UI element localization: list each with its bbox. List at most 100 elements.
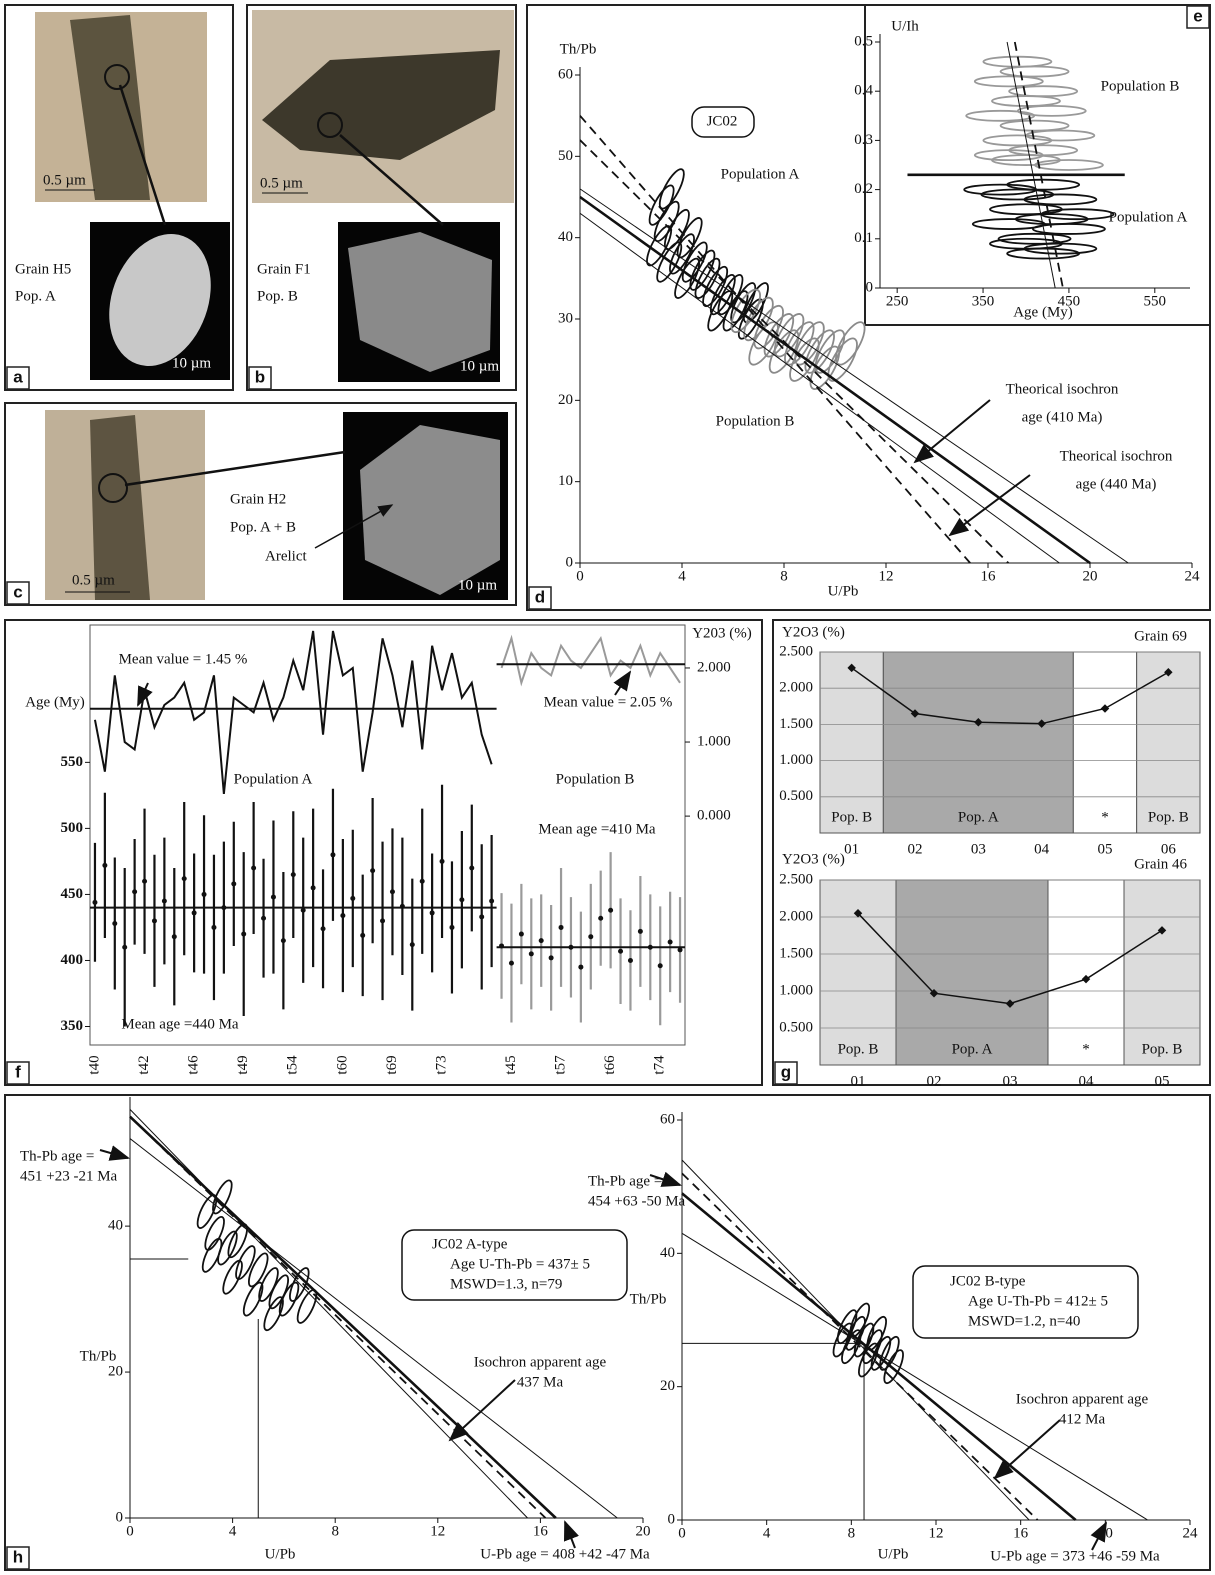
scale-label: 0.5 µm xyxy=(72,572,115,588)
x-tick-label: 250 xyxy=(886,293,909,309)
scale-label: 10 µm xyxy=(460,358,499,374)
region xyxy=(882,651,1074,834)
ellipse-mark xyxy=(212,1179,233,1215)
y-tick-label: 2.000 xyxy=(779,680,813,696)
age-point xyxy=(627,957,633,963)
micrographs xyxy=(35,10,514,600)
mean-label: Mean value = 2.05 % xyxy=(544,694,673,710)
age-point xyxy=(489,898,495,904)
annotation: Age U-Th-Pb = 437± 5 xyxy=(450,1256,590,1272)
grain-label: Grain F1 xyxy=(257,261,311,277)
y-tick-label: 1.500 xyxy=(779,716,813,732)
y2o3-line xyxy=(851,667,1169,725)
y-tick-label: 60 xyxy=(558,66,573,82)
y2-axis-label: Y203 (%) xyxy=(692,625,752,641)
age-point xyxy=(300,907,306,913)
y-tick-label: 1.500 xyxy=(779,945,813,961)
y-tick-label: 0.2 xyxy=(854,181,873,197)
isochron xyxy=(681,1192,1077,1522)
ellipse-mark xyxy=(204,1216,225,1251)
scale-label: 0.5 µm xyxy=(260,175,303,191)
ellipse-mark xyxy=(689,249,716,291)
ellipse-mark xyxy=(222,1259,243,1295)
age-point xyxy=(518,931,524,937)
chart-title: Grain 46 xyxy=(1134,856,1187,872)
relict-label: Arelict xyxy=(265,548,307,564)
y-axis-label: Y2O3 (%) xyxy=(782,851,845,867)
x-tick-label: 04 xyxy=(1034,841,1050,857)
x-axis-label: Age (My) xyxy=(1013,304,1073,320)
x-tick-label: 4 xyxy=(763,1525,771,1541)
isochron xyxy=(129,1138,618,1519)
x-tick-label: t54 xyxy=(285,1055,301,1075)
ellipse-mark xyxy=(973,75,1044,88)
y-tick-label: 0 xyxy=(866,279,874,295)
x-tick-label: 12 xyxy=(879,568,894,584)
x-axis-label: U/Pb xyxy=(878,1546,909,1562)
panel-label: a xyxy=(13,367,23,386)
ellipse-mark xyxy=(709,273,736,316)
y-tick-label: 1.000 xyxy=(779,982,813,998)
mean-label: Mean age =410 Ma xyxy=(538,821,656,837)
age-point xyxy=(528,951,534,957)
x-tick-label: 0 xyxy=(126,1523,134,1539)
age-point xyxy=(112,920,118,926)
point xyxy=(910,709,920,718)
ellipse-mark xyxy=(1006,247,1081,260)
isochron xyxy=(681,1232,1148,1521)
ellipse-mark xyxy=(1032,223,1106,235)
ellipse-mark xyxy=(646,225,672,267)
y-tick-label: 0.500 xyxy=(779,788,813,804)
y-tick-label: 40 xyxy=(660,1245,675,1261)
ellipse-mark xyxy=(773,313,805,358)
age-point xyxy=(151,918,157,924)
x-tick-label: t40 xyxy=(86,1055,102,1074)
annotation: U-Pb age = 373 +46 -59 Ma xyxy=(990,1548,1160,1564)
panel-label: g xyxy=(781,1062,791,1081)
grain-label: Grain H5 xyxy=(15,261,71,277)
point xyxy=(1081,974,1091,984)
age-point xyxy=(370,868,376,874)
y-tick-label: 2.000 xyxy=(779,908,813,924)
panel-label: e xyxy=(1193,6,1202,25)
annotation-box xyxy=(401,1229,628,1301)
series-label: Population B xyxy=(716,413,795,429)
region-label: Pop. A xyxy=(952,1041,993,1057)
age-point xyxy=(380,918,386,924)
age-point xyxy=(538,938,544,944)
annotation: JC02 B-type xyxy=(950,1273,1026,1289)
age-point xyxy=(350,895,356,901)
isochron xyxy=(1006,41,1056,289)
age-point xyxy=(161,898,167,904)
point xyxy=(1164,668,1173,677)
region xyxy=(819,879,897,1066)
age-point xyxy=(201,891,207,897)
age-point xyxy=(92,899,98,905)
x-tick-label: 4 xyxy=(229,1523,237,1539)
x-tick-label: t73 xyxy=(433,1055,449,1074)
y-axis-label: Th/Pb xyxy=(630,1291,667,1307)
ellipse-mark xyxy=(743,282,769,324)
point xyxy=(1157,926,1167,935)
age-point xyxy=(459,897,465,903)
x-tick-label: t49 xyxy=(235,1055,251,1074)
annotation: age (410 Ma) xyxy=(1022,409,1103,425)
age-point xyxy=(132,889,138,895)
x-tick-label: 24 xyxy=(1183,1525,1199,1541)
point xyxy=(929,988,939,998)
point xyxy=(1005,999,1015,1008)
region xyxy=(1123,879,1201,1066)
series-label: Population B xyxy=(1101,78,1180,94)
ellipse-mark xyxy=(870,1335,892,1371)
x-tick-label: 02 xyxy=(927,1073,942,1089)
x-tick-label: 06 xyxy=(1161,841,1177,857)
y-tick-label: 0 xyxy=(116,1509,124,1525)
age-point xyxy=(608,907,614,913)
y2o3-line xyxy=(500,634,681,687)
scale-label: 0.5 µm xyxy=(43,172,86,188)
region-label: * xyxy=(1101,809,1109,825)
age-point xyxy=(122,944,128,950)
y2-tick-label: 2.000 xyxy=(697,659,731,675)
